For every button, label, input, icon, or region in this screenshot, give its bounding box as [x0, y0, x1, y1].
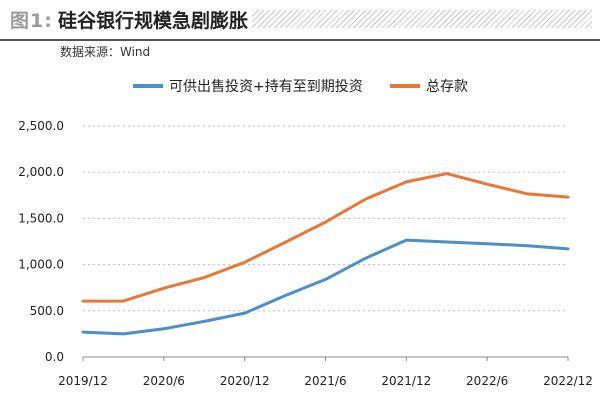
series-line-deposits — [81, 172, 570, 303]
series-line-investments — [81, 238, 570, 336]
x-tick-label: 2019/12 — [58, 374, 108, 388]
figure-label: 图1: — [10, 10, 53, 32]
legend-item-investments: 可供出售投资+持有至到期投资 — [133, 76, 363, 96]
x-tick-label: 2022/6 — [466, 374, 508, 388]
y-tick-label: 0.0 — [45, 350, 64, 364]
legend-item-deposits: 总存款 — [390, 76, 468, 96]
y-tick-label: 500.0 — [30, 304, 64, 318]
x-tick-label: 2020/12 — [220, 374, 270, 388]
y-tick-label: 1,500.0 — [18, 211, 64, 225]
y-tick-label: 1,000.0 — [18, 258, 64, 272]
x-tick-label: 2021/12 — [381, 374, 431, 388]
legend: 可供出售投资+持有至到期投资 总存款 — [0, 76, 600, 96]
chart-title: 硅谷银行规模急剧膨胀 — [58, 10, 249, 32]
legend-label-deposits: 总存款 — [426, 79, 468, 95]
legend-label-investments: 可供出售投资+持有至到期投资 — [169, 79, 363, 95]
figure-header: 图1: 硅谷银行规模急剧膨胀 数据来源：Wind — [0, 0, 600, 59]
title-rule — [0, 39, 600, 41]
legend-swatch-blue — [133, 84, 163, 88]
title-hatch-decoration — [252, 10, 592, 28]
y-tick-label: 2,500.0 — [18, 119, 64, 133]
y-tick-label: 2,000.0 — [18, 165, 64, 179]
legend-swatch-orange — [390, 84, 420, 88]
x-tick-label: 2020/6 — [143, 374, 185, 388]
x-tick-label: 2021/6 — [304, 374, 346, 388]
x-tick-label: 2022/12 — [543, 374, 593, 388]
data-source: 数据来源：Wind — [60, 45, 151, 59]
